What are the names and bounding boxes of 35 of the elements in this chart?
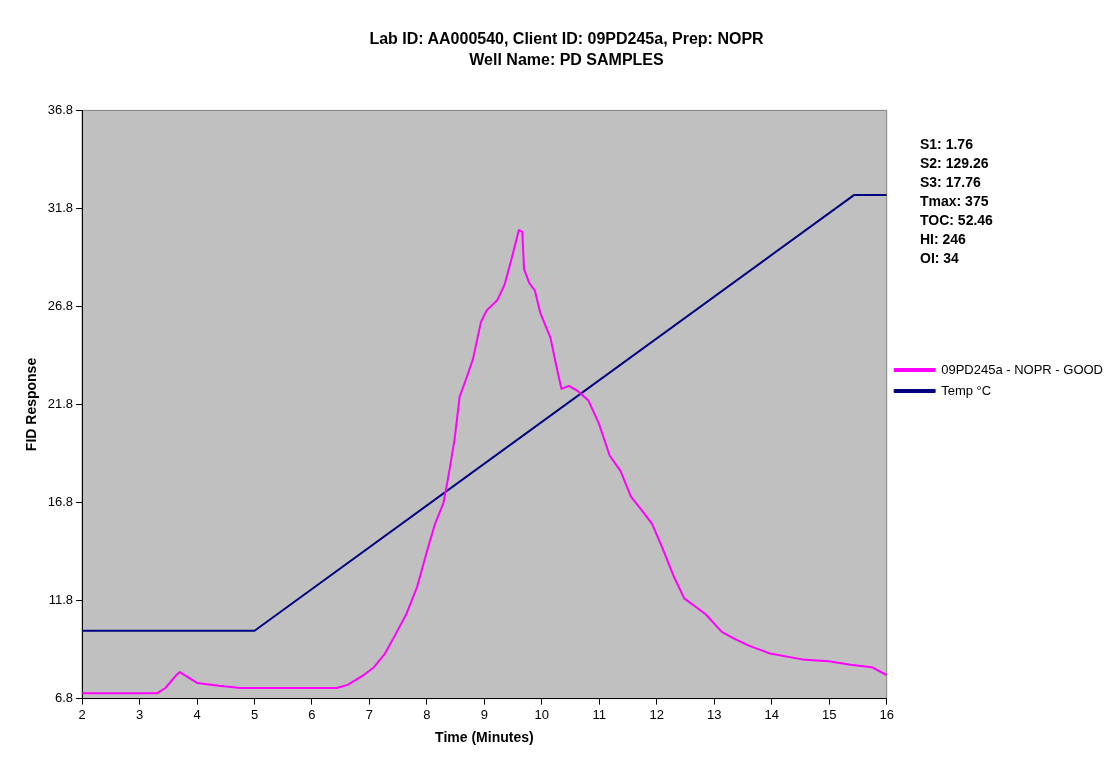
x-tick-label: 14 [764, 706, 779, 722]
x-tick-label: 7 [365, 706, 374, 722]
y-tick-label: 36.8 [47, 101, 74, 117]
x-tick-label: 10 [534, 706, 550, 722]
y-tick-label: 6.8 [55, 690, 74, 706]
text: Tmax: 375 [920, 192, 990, 211]
text: S1: 1.76 [920, 135, 974, 154]
y-tick-label: 26.8 [47, 298, 74, 314]
x-tick-label: 12 [649, 706, 665, 722]
y-tick-label: 11.8 [48, 592, 74, 608]
x-tick-label: 6 [308, 706, 316, 722]
text: S3: 17.76 [920, 173, 982, 192]
y-axis-title: FID Response [23, 357, 40, 452]
x-tick-label: 11 [592, 706, 607, 722]
x-tick-label: 2 [78, 706, 86, 722]
legend-label: Temp °C [941, 382, 992, 398]
text: S2: 129.26 [920, 154, 990, 173]
x-tick-label: 13 [707, 706, 722, 722]
chart-subtitle: Well Name: PD SAMPLES [469, 51, 665, 69]
x-tick-label: 5 [250, 706, 259, 722]
x-tick-label: 3 [135, 706, 144, 722]
x-tick-label: 4 [193, 706, 201, 722]
y-tick-label: 31.8 [47, 200, 74, 216]
chart-title: Lab ID: AA000540, Client ID: 09PD245a, Prep: NOPR [369, 30, 765, 48]
x-tick-label: 15 [821, 706, 837, 722]
text: TOC: 52.46 [920, 211, 993, 230]
x-axis-title: Time (Minutes) [435, 729, 534, 746]
y-tick-label: 21.8 [47, 396, 74, 412]
x-tick-label: 8 [423, 706, 431, 722]
x-tick-label: 9 [480, 706, 488, 722]
text: HI: 246 [920, 230, 967, 249]
y-tick-label: 16.8 [47, 494, 74, 510]
legend-label: 09PD245a - NOPR - GOOD [941, 361, 1103, 377]
text: OI: 34 [920, 249, 960, 268]
x-tick-label: 16 [879, 706, 894, 722]
